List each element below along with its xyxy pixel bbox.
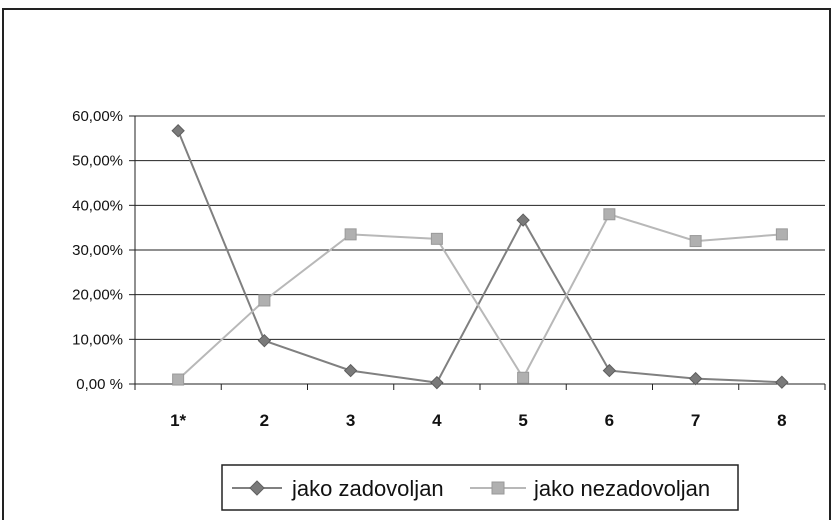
data-point-diamond	[343, 363, 358, 378]
data-point-diamond	[602, 363, 617, 378]
x-tick-label: 5	[518, 411, 527, 430]
y-tick-label: 30,00%	[72, 242, 123, 259]
data-point-diamond	[775, 375, 789, 389]
series-layer	[171, 124, 789, 390]
data-point-square	[517, 371, 530, 384]
y-tick-label: 40,00%	[72, 197, 123, 214]
data-point-diamond	[430, 375, 444, 390]
data-point-diamond	[257, 333, 272, 348]
grid-lines	[135, 115, 825, 340]
y-tick-label: 20,00%	[72, 287, 123, 304]
x-tick-label: 6	[605, 411, 614, 430]
series-line-2	[177, 213, 782, 381]
data-point-diamond	[688, 371, 703, 386]
y-tick-label: 50,00%	[72, 153, 123, 170]
data-point-square	[603, 208, 616, 221]
data-point-square	[344, 228, 357, 241]
y-tick-label: 0,00 %	[76, 376, 123, 393]
series-line-1	[177, 130, 782, 384]
x-axis: 1* 2 3 4 5 6 7 8	[134, 383, 826, 430]
legend: jako zadovoljan jako nezadovoljan	[221, 464, 739, 511]
x-tick-label: 2	[260, 411, 269, 430]
data-point-square	[430, 232, 443, 245]
x-tick-label: 4	[432, 411, 442, 430]
x-tick-label: 1*	[170, 411, 186, 430]
data-point-diamond	[171, 124, 185, 138]
x-tick-label: 8	[777, 411, 786, 430]
y-tick-label: 60,00%	[72, 108, 123, 125]
data-point-square	[172, 373, 185, 386]
data-point-square	[689, 235, 702, 248]
legend-label-series-2: jako nezadovoljan	[533, 476, 710, 501]
data-point-diamond	[516, 213, 530, 227]
y-tick-label: 10,00%	[72, 331, 123, 348]
x-tick-label: 3	[346, 411, 355, 430]
y-axis: 0,00 % 10,00% 20,00% 30,00% 40,00% 50,00% 60,0…	[72, 108, 136, 393]
data-point-square	[258, 294, 271, 307]
x-tick-label: 7	[691, 411, 700, 430]
data-point-square	[775, 228, 788, 241]
legend-marker-square-icon	[491, 481, 505, 495]
legend-label-series-1: jako zadovoljan	[291, 476, 444, 501]
chart-frame	[2, 8, 831, 520]
legend-marker-diamond-icon	[249, 480, 265, 496]
